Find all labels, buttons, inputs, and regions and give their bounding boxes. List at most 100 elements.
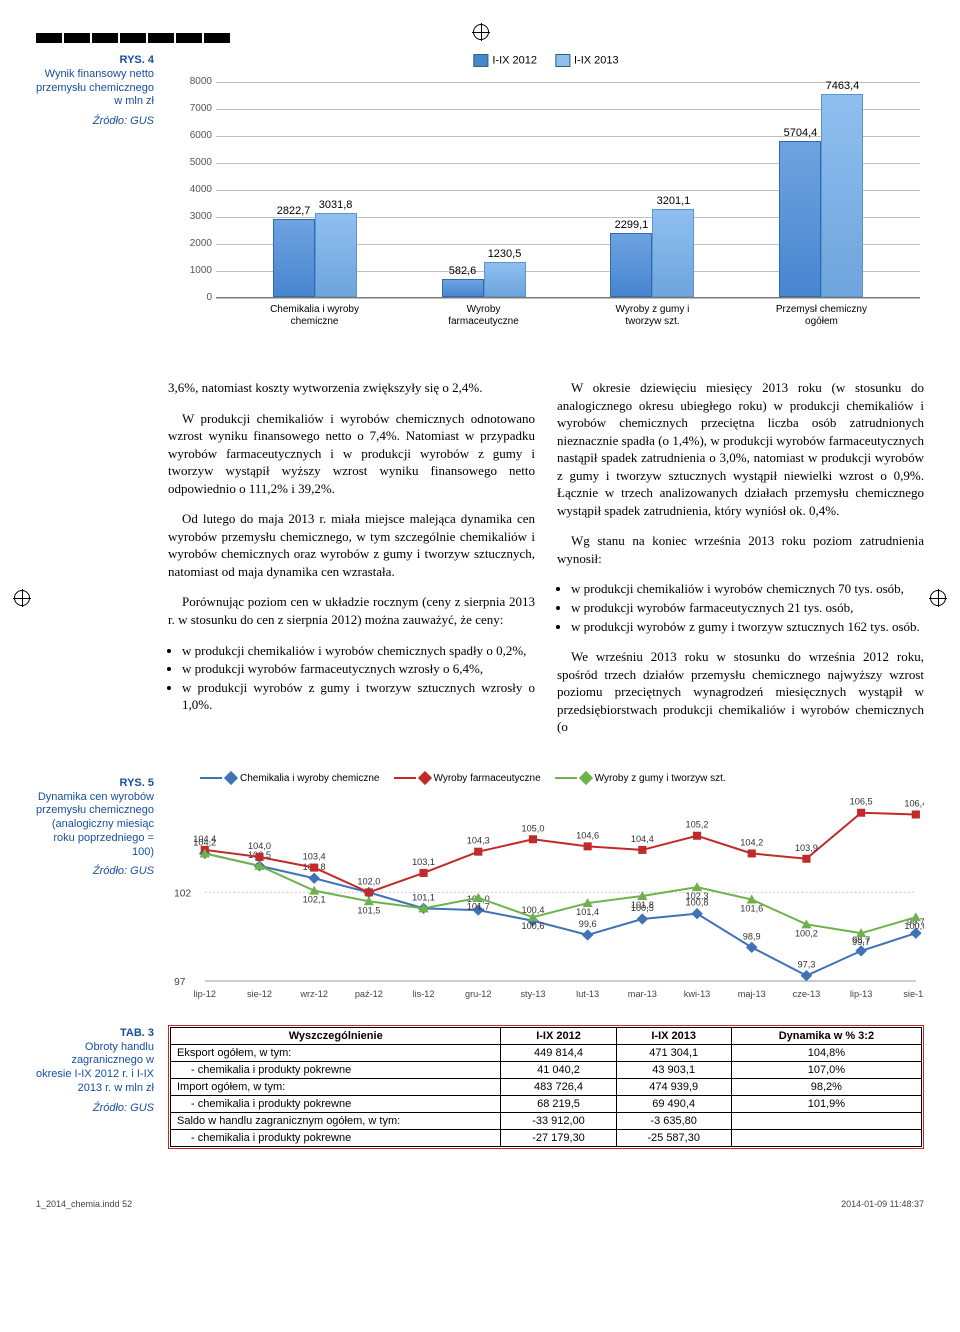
svg-text:gru-12: gru-12 bbox=[465, 989, 492, 999]
rys4-bar-value: 7463,4 bbox=[826, 80, 860, 92]
rys4-bar-value: 582,6 bbox=[449, 265, 477, 277]
rys4-bar: 3201,1 bbox=[652, 209, 694, 297]
tab3-header-cell: Wyszczególnienie bbox=[171, 1027, 501, 1044]
svg-text:100,6: 100,6 bbox=[521, 921, 544, 931]
tab3-value-cell: 107,0% bbox=[731, 1061, 921, 1078]
svg-text:104,0: 104,0 bbox=[248, 841, 271, 851]
rys4-caption-title: RYS. 4 bbox=[36, 54, 154, 68]
tab3-value-cell: 68 219,5 bbox=[501, 1095, 616, 1112]
rys4-bar-value: 3201,1 bbox=[657, 195, 691, 207]
rys4-bar-value: 1230,5 bbox=[488, 248, 522, 260]
footer-file: 1_2014_chemia.indd 52 bbox=[36, 1199, 132, 1209]
tab3-value-cell: 43 903,1 bbox=[616, 1061, 731, 1078]
table-row: Saldo w handlu zagranicznym ogółem, w ty… bbox=[171, 1112, 922, 1129]
tab3-caption-source: Źródło: GUS bbox=[36, 1102, 154, 1116]
table-row: Import ogółem, w tym:483 726,4474 939,99… bbox=[171, 1078, 922, 1095]
article-column-right: W okresie dziewięciu miesięcy 2013 roku … bbox=[557, 366, 924, 749]
svg-text:97,3: 97,3 bbox=[798, 960, 816, 970]
svg-text:lip-12: lip-12 bbox=[194, 989, 216, 999]
rys4-legend-2012: I-IX 2012 bbox=[492, 54, 537, 66]
svg-text:104,4: 104,4 bbox=[631, 834, 654, 844]
rys5-caption: RYS. 5 Dynamika cen wyrobów przemysłu ch… bbox=[36, 777, 154, 1001]
svg-text:103,4: 103,4 bbox=[303, 852, 326, 862]
svg-text:wrz-12: wrz-12 bbox=[299, 989, 328, 999]
tab3-value-cell: 101,9% bbox=[731, 1095, 921, 1112]
rys4-ytick: 0 bbox=[178, 292, 212, 303]
rys5-legend-item: Chemikalia i wyroby chemiczne bbox=[200, 773, 380, 784]
rys4-bar-group: 2822,73031,8Chemikalia i wyrobychemiczne bbox=[237, 213, 392, 297]
tab3-frame: WyszczególnienieI-IX 2012I-IX 2013Dynami… bbox=[168, 1025, 924, 1149]
svg-text:97: 97 bbox=[174, 977, 186, 988]
page-footer: 1_2014_chemia.indd 52 2014-01-09 11:48:3… bbox=[36, 1199, 924, 1209]
rys4-bar: 5704,4 bbox=[779, 141, 821, 297]
table-row: - chemikalia i produkty pokrewne68 219,5… bbox=[171, 1095, 922, 1112]
tab3-desc-cell: - chemikalia i produkty pokrewne bbox=[171, 1129, 501, 1146]
tab3-value-cell: -3 635,80 bbox=[616, 1112, 731, 1129]
tab3-value-cell: 98,2% bbox=[731, 1078, 921, 1095]
tab3-table: WyszczególnienieI-IX 2012I-IX 2013Dynami… bbox=[170, 1027, 922, 1147]
rys4-ytick: 1000 bbox=[178, 265, 212, 276]
rys4-ytick: 5000 bbox=[178, 157, 212, 168]
body-paragraph: We wrześniu 2013 roku w stosunku do wrze… bbox=[557, 648, 924, 736]
svg-text:103,9: 103,9 bbox=[795, 843, 818, 853]
svg-text:99,6: 99,6 bbox=[579, 919, 597, 929]
body-paragraph: 3,6%, natomiast koszty wytworzenia zwięk… bbox=[168, 379, 535, 397]
table-row: Eksport ogółem, w tym:449 814,4471 304,1… bbox=[171, 1044, 922, 1061]
rys5-caption-source: Źródło: GUS bbox=[36, 865, 154, 879]
svg-text:103,1: 103,1 bbox=[412, 857, 435, 867]
body-bullet: w produkcji chemikaliów i wyrobów chemic… bbox=[571, 580, 924, 598]
tab3-value-cell bbox=[731, 1129, 921, 1146]
tab3-desc-cell: Import ogółem, w tym: bbox=[171, 1078, 501, 1095]
tab3-caption-title: TAB. 3 bbox=[36, 1027, 154, 1041]
tab3-value-cell: 483 726,4 bbox=[501, 1078, 616, 1095]
tab3-value-cell: -27 179,30 bbox=[501, 1129, 616, 1146]
rys4-category-label: Wyrobyfarmaceutyczne bbox=[406, 304, 561, 327]
tab3-value-cell: 41 040,2 bbox=[501, 1061, 616, 1078]
svg-text:101,1: 101,1 bbox=[412, 892, 435, 902]
rys4-legend-2013: I-IX 2013 bbox=[574, 54, 619, 66]
rys4-bar-value: 3031,8 bbox=[319, 199, 353, 211]
svg-text:100,6: 100,6 bbox=[904, 921, 924, 931]
svg-text:sie-13: sie-13 bbox=[903, 989, 924, 999]
rys5-legend-item: Wyroby farmaceutyczne bbox=[394, 773, 541, 784]
svg-text:101,5: 101,5 bbox=[357, 905, 380, 915]
body-paragraph: Od lutego do maja 2013 r. miała miejsce … bbox=[168, 510, 535, 580]
rys4-bar-group: 582,61230,5Wyrobyfarmaceutyczne bbox=[406, 262, 561, 297]
rys4-bar-value: 2299,1 bbox=[615, 219, 649, 231]
svg-text:101,6: 101,6 bbox=[740, 903, 763, 913]
rys4-bar: 2299,1 bbox=[610, 233, 652, 297]
svg-text:paź-12: paź-12 bbox=[355, 989, 383, 999]
register-crosshair-right bbox=[930, 590, 946, 606]
article-column-left: 3,6%, natomiast koszty wytworzenia zwięk… bbox=[168, 366, 535, 749]
rys4-caption-body: Wynik finansowy netto przemysłu chemiczn… bbox=[36, 68, 154, 109]
rys4-bar: 582,6 bbox=[442, 279, 484, 297]
svg-text:101,8: 101,8 bbox=[631, 900, 654, 910]
svg-text:98,9: 98,9 bbox=[743, 931, 761, 941]
svg-text:maj-13: maj-13 bbox=[738, 989, 766, 999]
body-bullet: w produkcji wyrobów z gumy i tworzyw szt… bbox=[182, 679, 535, 714]
rys4-category-label: Wyroby z gumy itworzyw szt. bbox=[575, 304, 730, 327]
svg-text:102,1: 102,1 bbox=[303, 895, 326, 905]
svg-text:104,2: 104,2 bbox=[740, 837, 763, 847]
svg-text:104,6: 104,6 bbox=[576, 830, 599, 840]
tab3-header-cell: I-IX 2012 bbox=[501, 1027, 616, 1044]
body-bullet: w produkcji chemikaliów i wyrobów chemic… bbox=[182, 642, 535, 660]
svg-text:101,7: 101,7 bbox=[467, 902, 490, 912]
svg-text:kwi-13: kwi-13 bbox=[684, 989, 711, 999]
body-paragraph: W okresie dziewięciu miesięcy 2013 roku … bbox=[557, 379, 924, 519]
svg-text:102: 102 bbox=[174, 888, 191, 899]
svg-text:100,2: 100,2 bbox=[795, 928, 818, 938]
body-bullet: w produkcji wyrobów farmaceutycznych 21 … bbox=[571, 599, 924, 617]
rys4-ytick: 4000 bbox=[178, 184, 212, 195]
rys4-bar-group: 5704,47463,4Przemysł chemicznyogółem bbox=[744, 94, 899, 298]
rys4-bar: 2822,7 bbox=[273, 219, 315, 297]
tab3-value-cell: 471 304,1 bbox=[616, 1044, 731, 1061]
tab3-value-cell: 449 814,4 bbox=[501, 1044, 616, 1061]
svg-text:105,2: 105,2 bbox=[686, 820, 709, 830]
rys4-bar: 7463,4 bbox=[821, 94, 863, 298]
rys4-bar-value: 5704,4 bbox=[784, 127, 818, 139]
tab3-desc-cell: - chemikalia i produkty pokrewne bbox=[171, 1061, 501, 1078]
table-row: - chemikalia i produkty pokrewne41 040,2… bbox=[171, 1061, 922, 1078]
footer-timestamp: 2014-01-09 11:48:37 bbox=[841, 1199, 924, 1209]
rys4-ytick: 2000 bbox=[178, 238, 212, 249]
